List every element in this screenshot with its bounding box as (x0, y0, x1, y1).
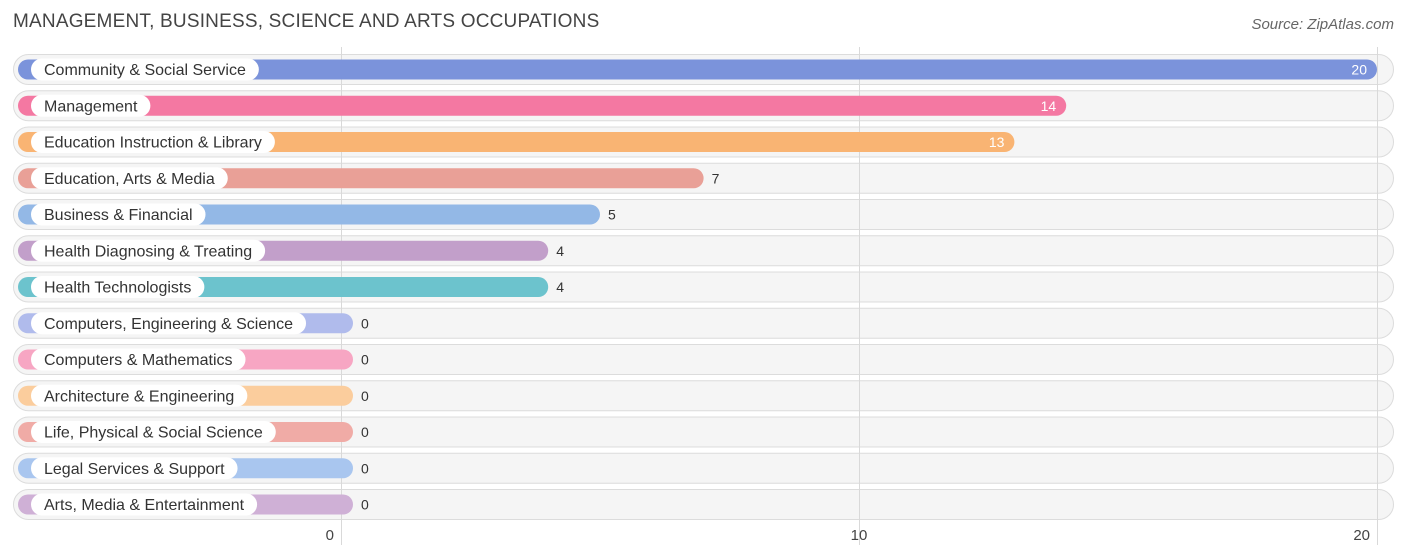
value-label: 0 (361, 352, 369, 368)
value-label: 0 (361, 497, 369, 513)
category-label: Architecture & Engineering (44, 388, 234, 405)
category-label: Education Instruction & Library (44, 135, 262, 152)
x-tick-label: 10 (851, 527, 868, 544)
category-label: Life, Physical & Social Science (44, 425, 263, 442)
category-label-pill (31, 276, 205, 298)
chart-title: MANAGEMENT, BUSINESS, SCIENCE AND ARTS O… (13, 11, 600, 32)
value-label: 4 (556, 279, 564, 295)
source-note: Source: ZipAtlas.com (1251, 16, 1394, 33)
row-background (13, 307, 1394, 339)
value-label: 20 (1351, 62, 1367, 78)
row-background (13, 416, 1394, 448)
row-background (13, 380, 1394, 412)
category-label: Management (44, 98, 138, 115)
value-label: 0 (361, 460, 369, 476)
value-label: 13 (989, 134, 1005, 150)
value-label: 0 (361, 315, 369, 331)
row-background (13, 489, 1394, 520)
row-background (13, 344, 1394, 375)
value-label: 0 (361, 388, 369, 404)
category-label-pill (31, 167, 228, 190)
value-label: 0 (361, 424, 369, 440)
x-axis-ticks: 0 10 20 (326, 527, 1370, 544)
category-label: Health Diagnosing & Treating (44, 243, 252, 260)
category-label: Business & Financial (44, 207, 193, 224)
category-label-pill (31, 384, 248, 407)
category-label: Community & Social Service (44, 62, 246, 79)
value-label: 14 (1041, 98, 1057, 114)
category-label-pill (31, 239, 266, 262)
bars: Community & Social Service 20 Management 14… (18, 58, 1377, 516)
value-label: 4 (556, 243, 564, 259)
category-label-pill (31, 203, 206, 226)
category-label: Computers & Mathematics (44, 352, 233, 369)
value-label: 7 (712, 170, 720, 186)
row-background (13, 452, 1394, 484)
category-label-pill (31, 94, 151, 117)
category-label-pill (31, 348, 246, 371)
category-label-pill (31, 421, 276, 443)
category-label: Health Technologists (44, 280, 191, 297)
x-tick-label: 20 (1353, 527, 1370, 544)
value-label: 5 (608, 207, 616, 223)
category-label-pill (31, 493, 258, 516)
bar (18, 59, 1377, 80)
category-label-pill (31, 131, 275, 153)
category-label: Arts, Media & Entertainment (44, 497, 245, 514)
category-label-pill (31, 58, 259, 81)
bar (18, 95, 1067, 116)
category-label: Legal Services & Support (44, 461, 225, 478)
category-label: Computers, Engineering & Science (44, 316, 293, 333)
x-tick-label: 0 (326, 527, 334, 544)
category-label-pill (31, 312, 307, 335)
category-label: Education, Arts & Media (44, 171, 215, 188)
category-label-pill (31, 457, 238, 480)
